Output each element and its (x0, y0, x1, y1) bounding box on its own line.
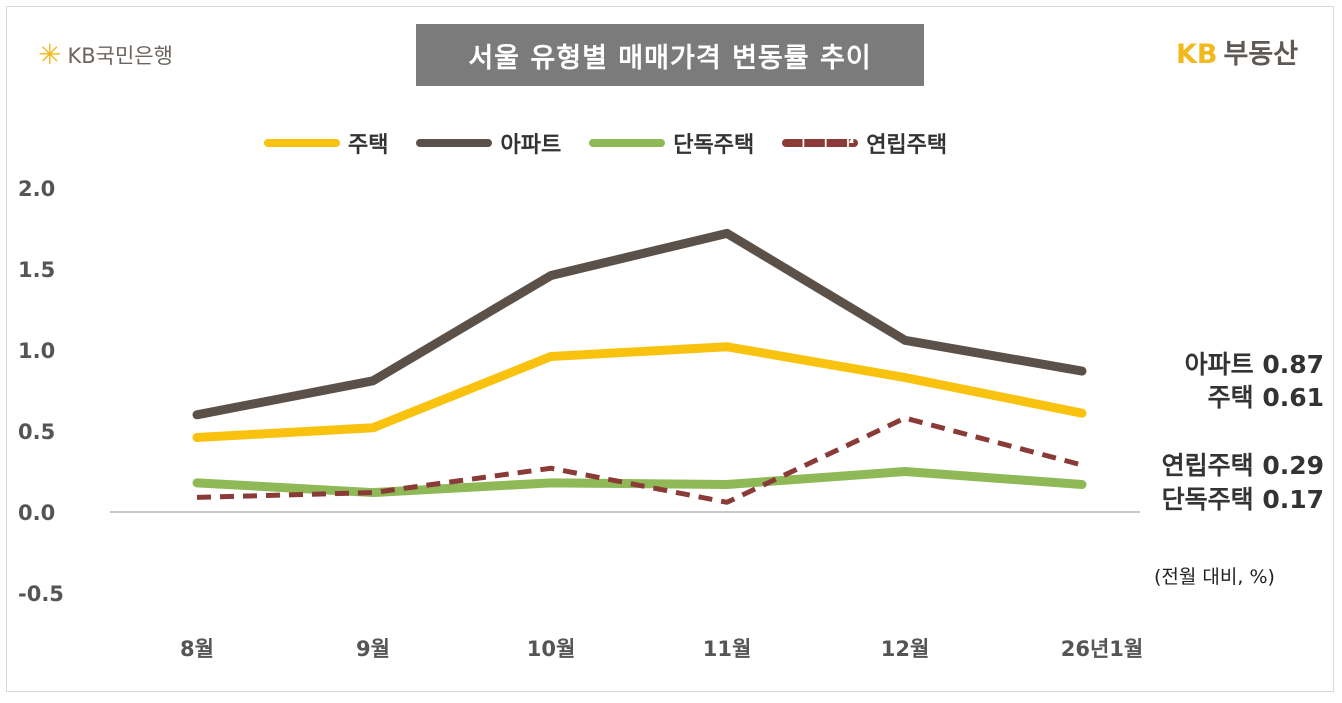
chart-title: 서울 유형별 매매가격 변동률 추이 (416, 24, 924, 86)
legend-item: 아파트 (416, 127, 561, 159)
legend-label: 아파트 (500, 133, 562, 158)
x-tick-label: 9월 (356, 637, 390, 661)
legend-label: 주택 (348, 133, 389, 158)
x-tick-label: 11월 (703, 637, 752, 661)
kb-star-icon: ✳ (38, 38, 62, 71)
kb-kookmin-bank-logo: ✳ KB국민은행 (38, 38, 173, 71)
legend-label: 연립주택 (866, 133, 948, 158)
end-data-label: 아파트 0.87 (1185, 350, 1324, 379)
x-tick-label: 26년1월 (1061, 637, 1143, 661)
x-tick-label: 10월 (527, 637, 576, 661)
y-tick-label: -0.5 (18, 582, 64, 606)
chart-frame (6, 6, 1334, 692)
legend: 주택 아파트 단독주택 연립주택 (264, 127, 947, 159)
logo-text: 부동산 (1223, 39, 1299, 70)
y-tick-label: 2.0 (18, 177, 55, 201)
legend-swatch (264, 139, 340, 147)
end-data-label: 단독주택 0.17 (1162, 485, 1324, 514)
y-tick-label: 0.5 (18, 420, 55, 444)
y-tick-label: 1.0 (18, 339, 55, 363)
logo-text: KB국민은행 (67, 43, 173, 68)
logo-kb: KB (1176, 39, 1218, 70)
series-line-주택 (192, 342, 1087, 442)
legend-swatch (589, 139, 666, 147)
legend-label: 단독주택 (673, 133, 755, 158)
y-tick-label: 1.5 (18, 258, 55, 282)
series-line-아파트 (192, 228, 1087, 420)
end-data-label: 주택 0.61 (1208, 383, 1324, 412)
series-line-연립주택 (196, 415, 1083, 505)
kb-real-estate-logo: KB 부동산 (1176, 32, 1298, 71)
legend-swatch (416, 139, 493, 147)
unit-note: (전월 대비, %) (1154, 566, 1275, 588)
legend-item: 연립주택 (782, 127, 947, 159)
end-data-label: 연립주택 0.29 (1162, 451, 1324, 480)
legend-item: 주택 (264, 127, 388, 159)
legend-item: 단독주택 (589, 127, 754, 159)
x-tick-label: 8월 (180, 637, 214, 661)
legend-swatch (782, 139, 859, 147)
y-tick-label: 0.0 (18, 501, 55, 525)
x-tick-label: 12월 (881, 637, 930, 661)
series-line-단독주택 (192, 467, 1087, 498)
